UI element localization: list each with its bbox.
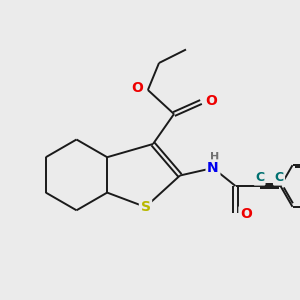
Text: O: O [206, 94, 218, 107]
Text: O: O [131, 82, 143, 95]
Text: O: O [240, 208, 252, 221]
Text: H: H [210, 152, 219, 163]
Text: C: C [274, 171, 284, 184]
Text: N: N [207, 161, 219, 175]
Text: C: C [255, 171, 264, 184]
Text: S: S [140, 200, 151, 214]
